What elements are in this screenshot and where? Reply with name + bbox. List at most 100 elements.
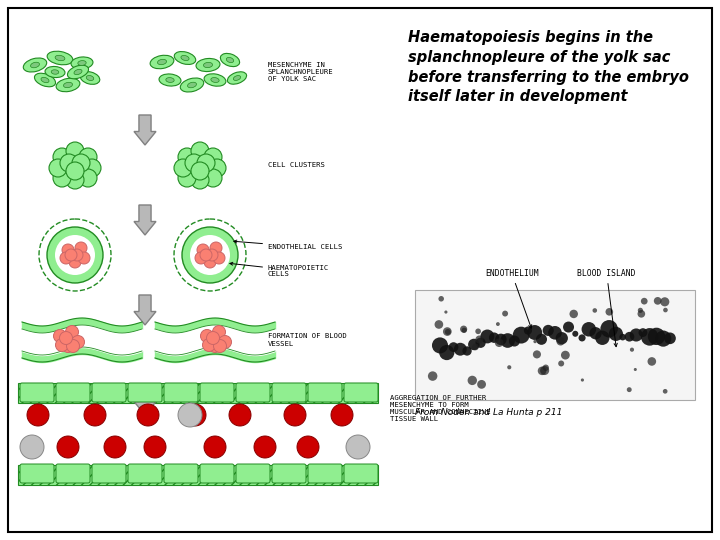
Circle shape <box>648 328 665 345</box>
Circle shape <box>185 154 203 172</box>
Ellipse shape <box>158 59 166 65</box>
Circle shape <box>60 252 72 264</box>
Circle shape <box>502 310 508 316</box>
Circle shape <box>449 342 459 352</box>
Circle shape <box>432 338 448 354</box>
Circle shape <box>647 357 656 366</box>
Circle shape <box>500 333 515 348</box>
Circle shape <box>195 252 207 264</box>
Circle shape <box>191 162 209 180</box>
Circle shape <box>39 219 111 291</box>
Text: CELL CLUSTERS: CELL CLUSTERS <box>268 162 325 168</box>
Circle shape <box>178 148 196 166</box>
FancyBboxPatch shape <box>56 383 90 402</box>
FancyBboxPatch shape <box>128 383 162 402</box>
Circle shape <box>548 326 562 340</box>
Circle shape <box>137 404 159 426</box>
Circle shape <box>65 249 77 261</box>
Ellipse shape <box>55 55 65 60</box>
Text: ENDOTHELIUM: ENDOTHELIUM <box>485 269 539 328</box>
Circle shape <box>71 335 84 348</box>
Ellipse shape <box>226 57 234 63</box>
Circle shape <box>477 380 486 389</box>
FancyBboxPatch shape <box>92 464 126 483</box>
Circle shape <box>66 340 79 353</box>
Circle shape <box>543 325 554 336</box>
FancyBboxPatch shape <box>128 464 162 483</box>
Circle shape <box>475 335 483 343</box>
Text: From Noden and La Hunta p 211: From Noden and La Hunta p 211 <box>415 408 562 417</box>
Circle shape <box>184 404 206 426</box>
FancyBboxPatch shape <box>272 383 306 402</box>
Circle shape <box>210 242 222 254</box>
Circle shape <box>174 219 246 291</box>
Polygon shape <box>134 205 156 235</box>
Circle shape <box>178 403 202 427</box>
Circle shape <box>197 154 215 172</box>
Circle shape <box>213 252 225 264</box>
Ellipse shape <box>63 82 73 87</box>
Ellipse shape <box>150 55 174 69</box>
Ellipse shape <box>187 82 197 88</box>
Circle shape <box>507 365 511 369</box>
Circle shape <box>467 376 477 385</box>
Circle shape <box>78 252 90 264</box>
Circle shape <box>254 436 276 458</box>
Circle shape <box>533 350 541 359</box>
Circle shape <box>582 322 596 336</box>
Circle shape <box>218 335 232 348</box>
Circle shape <box>581 379 584 382</box>
Ellipse shape <box>204 74 226 86</box>
Circle shape <box>619 334 626 340</box>
Circle shape <box>495 339 503 347</box>
Circle shape <box>462 346 472 356</box>
Circle shape <box>62 244 74 256</box>
Circle shape <box>641 298 647 305</box>
Circle shape <box>297 436 319 458</box>
Circle shape <box>60 154 78 172</box>
Ellipse shape <box>71 57 93 69</box>
Circle shape <box>572 331 578 337</box>
Circle shape <box>445 329 451 335</box>
Bar <box>415 290 695 400</box>
Circle shape <box>563 321 574 333</box>
Circle shape <box>654 297 662 305</box>
Circle shape <box>600 320 618 338</box>
Bar <box>18 383 378 403</box>
Text: ENDOTHELIAL CELLS: ENDOTHELIAL CELLS <box>234 240 343 250</box>
Circle shape <box>182 227 238 283</box>
FancyBboxPatch shape <box>164 464 198 483</box>
Circle shape <box>480 329 495 343</box>
Circle shape <box>527 325 542 340</box>
Circle shape <box>346 435 370 459</box>
Text: Haematopoiesis begins in the
splanchnopleure of the yolk sac
before transferring: Haematopoiesis begins in the splanchnopl… <box>408 30 689 104</box>
Circle shape <box>540 366 549 375</box>
Circle shape <box>204 169 222 187</box>
Ellipse shape <box>181 56 189 60</box>
Circle shape <box>438 296 444 301</box>
Polygon shape <box>134 295 156 325</box>
FancyBboxPatch shape <box>92 383 126 402</box>
Circle shape <box>20 435 44 459</box>
Circle shape <box>629 328 643 341</box>
Ellipse shape <box>166 78 174 83</box>
Circle shape <box>209 340 222 353</box>
Circle shape <box>472 343 479 350</box>
FancyBboxPatch shape <box>20 464 54 483</box>
Circle shape <box>439 345 454 360</box>
Circle shape <box>595 330 610 345</box>
FancyBboxPatch shape <box>344 464 378 483</box>
Text: BLOOD ISLAND: BLOOD ISLAND <box>577 269 636 347</box>
Circle shape <box>557 337 564 346</box>
Ellipse shape <box>233 76 240 80</box>
Circle shape <box>47 227 103 283</box>
Circle shape <box>630 348 634 352</box>
Circle shape <box>61 340 74 353</box>
Circle shape <box>79 148 97 166</box>
Circle shape <box>144 436 166 458</box>
FancyBboxPatch shape <box>236 464 270 483</box>
Polygon shape <box>134 385 156 415</box>
Circle shape <box>200 329 214 342</box>
Circle shape <box>496 322 500 326</box>
Circle shape <box>71 249 83 261</box>
